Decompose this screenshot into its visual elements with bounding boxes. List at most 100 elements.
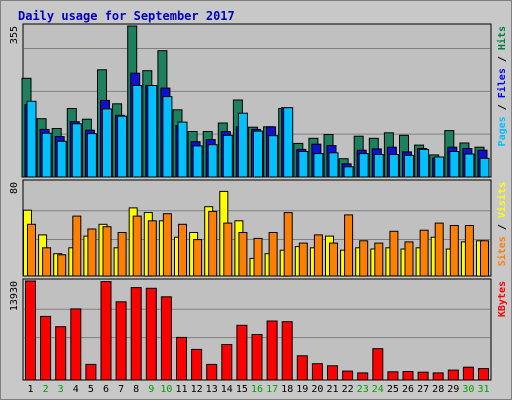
bar-pages-day-14 [222,134,233,178]
legend-entry: KBytes [497,281,508,317]
bar-pages-day-12 [192,145,203,178]
x-tick-label: 16 [251,384,263,395]
bar-sites-day-9 [147,220,157,277]
x-tick-label: 7 [118,384,124,395]
bar-kbytes-day-4 [70,308,82,381]
x-tick-label: 6 [103,384,109,395]
bar-pages-day-1 [26,100,37,178]
x-tick-label: 17 [266,384,278,395]
bar-kbytes-day-24 [372,348,384,381]
bar-sites-day-17 [268,232,278,277]
bar-sites-day-12 [193,239,203,277]
bar-sites-day-15 [238,232,248,277]
bar-kbytes-day-8 [130,287,142,381]
panel-hits-files-pages: 355 Pages / Files / Hits [9,23,508,178]
panel-visits-sites: 80 Sites / Visits [9,179,508,277]
x-tick-label: 18 [281,384,293,395]
bar-pages-day-4 [71,123,82,178]
bars [25,280,489,381]
panel-legend: Pages / Files / Hits [496,26,508,146]
bar-sites-day-3 [57,254,67,277]
x-tick-label: 20 [311,384,323,395]
bar-pages-day-22 [343,166,354,178]
bar-sites-day-6 [102,226,112,277]
x-tick-label: 31 [477,384,489,395]
x-tick-label: 13 [206,384,218,395]
bar-kbytes-day-18 [281,321,293,381]
bar-pages-day-19 [298,151,309,178]
bar-kbytes-day-1 [25,280,36,381]
bars [21,25,490,178]
bar-pages-day-20 [313,153,324,178]
bar-sites-day-5 [87,228,97,277]
panel-legend: Sites / Visits [496,182,508,266]
x-tick-label: 9 [148,384,154,395]
legend-entry: Pages [497,116,508,146]
panel-kbytes: 13930 KBytes [9,278,508,381]
bar-pages-day-6 [102,108,112,178]
x-tick-label: 29 [447,384,459,395]
x-tick-label: 27 [417,384,429,395]
bar-pages-day-18 [283,107,294,178]
bar-kbytes-day-25 [387,371,399,381]
bar-kbytes-day-28 [432,372,444,381]
x-tick-label: 11 [175,384,187,395]
bar-kbytes-day-13 [206,363,218,381]
bar-pages-day-25 [388,154,399,178]
bar-pages-day-3 [56,140,67,178]
bar-sites-day-23 [359,240,369,277]
x-tick-label: 5 [88,384,94,395]
bar-kbytes-day-10 [160,296,172,381]
bar-kbytes-day-11 [176,336,187,381]
bar-pages-day-30 [464,153,475,178]
bar-sites-day-24 [374,242,384,277]
bar-sites-day-13 [208,210,218,277]
bar-kbytes-day-17 [266,320,278,381]
x-tick-label: 2 [43,384,49,395]
bar-sites-day-18 [283,212,293,277]
bar-sites-day-27 [419,229,429,277]
x-tick-label: 15 [236,384,248,395]
bar-pages-day-10 [162,96,173,178]
bar-pages-day-16 [253,130,263,178]
bar-kbytes-day-12 [191,348,203,381]
bar-kbytes-day-5 [85,363,97,381]
x-tick-label: 28 [432,384,444,395]
x-tick-label: 26 [402,384,414,395]
x-tick-label: 30 [462,384,474,395]
bar-kbytes-day-21 [327,365,338,381]
bar-pages-day-2 [41,132,52,178]
bar-pages-day-23 [358,153,369,178]
x-tick-label: 21 [326,384,338,395]
bar-kbytes-day-2 [40,315,52,381]
panel-max-label: 80 [9,182,20,194]
bar-kbytes-day-15 [236,324,248,381]
panel-max-label: 13930 [9,281,20,311]
bar-sites-day-2 [42,247,52,277]
bar-pages-day-9 [147,85,158,178]
bar-sites-day-25 [389,230,399,277]
bar-pages-day-21 [328,152,339,178]
bar-pages-day-29 [449,151,460,178]
bar-pages-day-8 [132,85,143,178]
bar-kbytes-day-26 [402,371,414,381]
legend-entry: / [497,98,508,116]
legend-entry: / [497,218,508,236]
bar-sites-day-26 [404,241,414,277]
bar-pages-day-17 [268,135,279,178]
bar-sites-day-31 [480,240,489,277]
x-tick-label: 19 [296,384,308,395]
bar-kbytes-day-20 [311,363,323,381]
bar-sites-day-19 [298,242,308,277]
bar-pages-day-13 [207,144,218,178]
bar-sites-day-8 [132,215,142,277]
bar-sites-day-16 [253,237,263,277]
bar-sites-day-14 [223,222,233,277]
legend-entry: Visits [496,182,508,218]
bar-pages-day-28 [434,156,445,178]
x-tick-label: 22 [342,384,354,395]
bar-sites-day-30 [464,225,474,277]
bar-sites-day-4 [72,215,82,277]
